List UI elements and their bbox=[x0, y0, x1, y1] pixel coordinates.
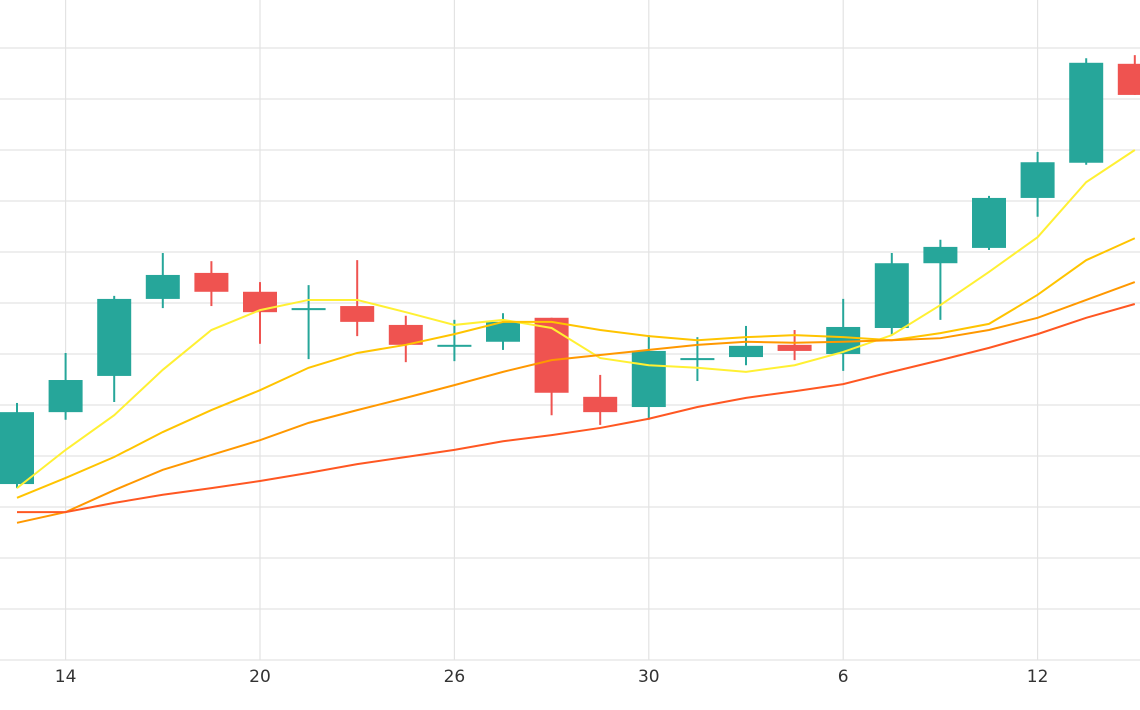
candle-body bbox=[388, 324, 423, 345]
candle-body bbox=[145, 274, 180, 299]
candle-body bbox=[1069, 62, 1104, 163]
candle-body bbox=[1117, 63, 1140, 95]
candle-body bbox=[874, 263, 909, 328]
candle-body bbox=[194, 272, 229, 292]
candle-body bbox=[631, 350, 666, 408]
candle-body bbox=[972, 197, 1006, 248]
candle-body bbox=[680, 358, 715, 361]
x-tick-label: 6 bbox=[838, 667, 849, 687]
candles bbox=[0, 55, 1140, 489]
candle-body bbox=[48, 380, 83, 413]
grid bbox=[0, 0, 1140, 661]
moving-averages bbox=[16, 149, 1136, 524]
ma-line bbox=[17, 303, 1136, 514]
ma-line bbox=[16, 237, 1136, 499]
candle-body bbox=[437, 344, 472, 347]
x-tick-label: 20 bbox=[249, 667, 271, 687]
x-tick-label: 12 bbox=[1027, 667, 1049, 687]
candle-body bbox=[97, 298, 132, 376]
candle-body bbox=[729, 345, 763, 358]
x-tick-label: 30 bbox=[638, 667, 660, 687]
candle-body bbox=[777, 344, 812, 351]
candle-body bbox=[340, 306, 375, 322]
candle-body bbox=[0, 412, 34, 485]
ma-line bbox=[16, 281, 1136, 524]
candle-body bbox=[1020, 162, 1055, 198]
ma-line bbox=[16, 149, 1136, 489]
candle-body bbox=[486, 321, 520, 342]
candle-body bbox=[583, 396, 618, 413]
x-tick-label: 26 bbox=[444, 667, 466, 687]
candle-body bbox=[243, 291, 277, 313]
candle-body bbox=[534, 317, 569, 393]
x-tick-label: 14 bbox=[55, 667, 77, 687]
candle-body bbox=[923, 246, 958, 264]
candle-body bbox=[291, 308, 326, 311]
